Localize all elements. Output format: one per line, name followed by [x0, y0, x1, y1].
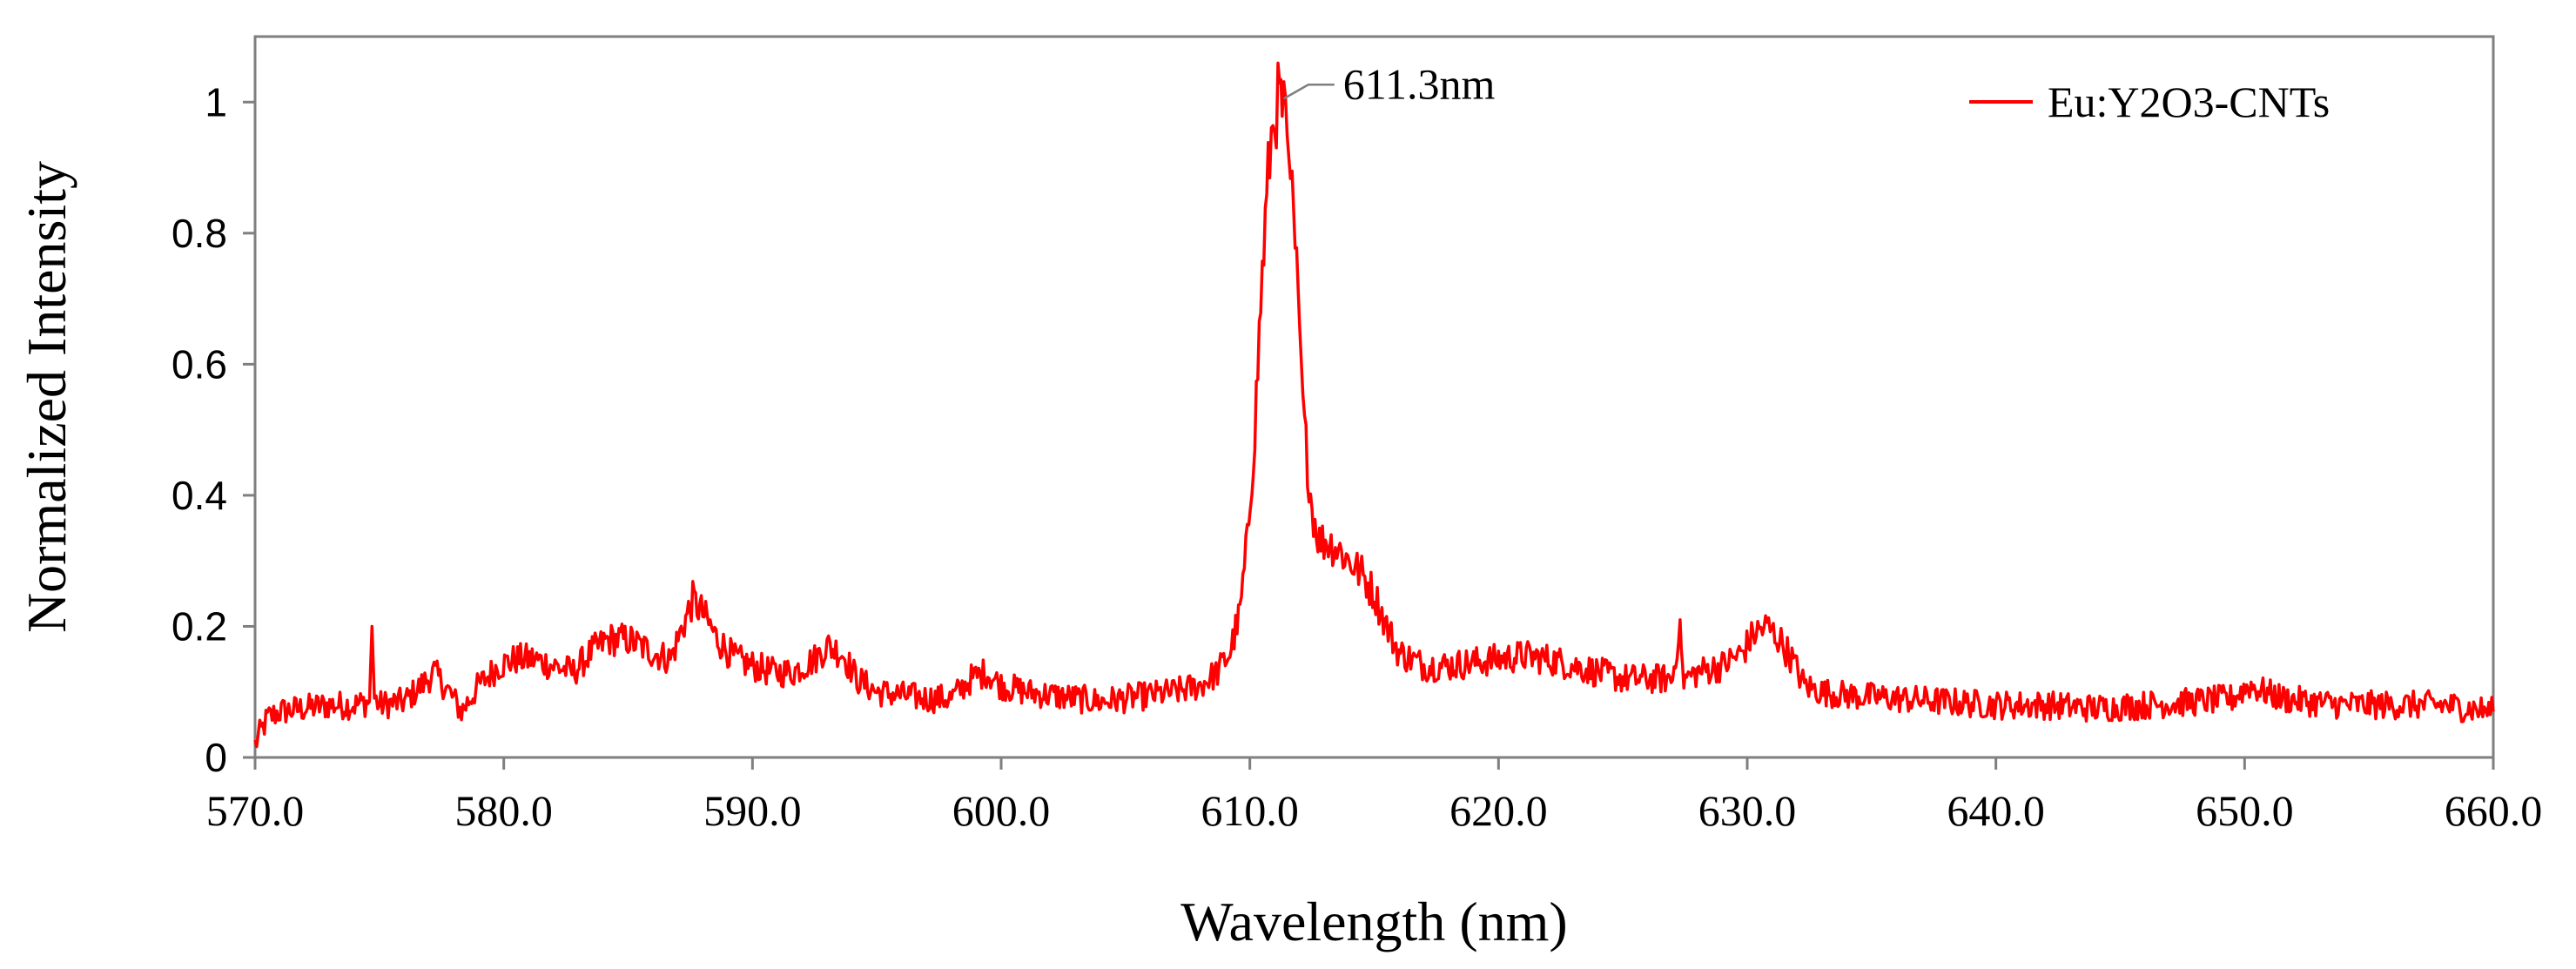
x-tick-label: 650.0 [2196, 786, 2294, 835]
y-axis-title: Normalized Intensity [16, 161, 77, 633]
series-layer [253, 61, 2495, 749]
y-tick-label: 0.8 [172, 211, 227, 256]
legend: Eu:Y2O3-CNTs [1969, 77, 2330, 126]
axes: 0 0.2 0.4 0.6 0.8 1 570.0 580.0 590.0 600.0 610.0 6… [172, 79, 2542, 835]
x-tick-label: 630.0 [1698, 786, 1797, 835]
plot-frame [253, 35, 2495, 759]
x-tick-label: 610.0 [1201, 786, 1299, 835]
annotation-leader-line [1283, 84, 1335, 100]
y-tick-label: 0.2 [172, 603, 227, 649]
x-tick-label: 640.0 [1947, 786, 2045, 835]
x-tick-label: 570.0 [206, 786, 305, 835]
y-tick-label: 0.6 [172, 341, 227, 387]
x-tick-label: 620.0 [1449, 786, 1548, 835]
peak-annotation-label: 611.3nm [1343, 59, 1496, 108]
x-tick-label: 590.0 [703, 786, 802, 835]
annotations-layer: 611.3nm [1283, 59, 1496, 108]
x-axis-title: Wavelength (nm) [1180, 891, 1567, 952]
series-line-eu-y2o3-cnts [253, 61, 2495, 749]
y-tick-label: 0 [205, 735, 227, 780]
plot-area [253, 35, 2495, 759]
x-tick-label: 660.0 [2445, 786, 2543, 835]
x-tick-label: 600.0 [952, 786, 1051, 835]
y-tick-label: 0.4 [172, 473, 227, 518]
x-tick-label: 580.0 [454, 786, 553, 835]
y-tick-label: 1 [205, 79, 227, 124]
legend-label: Eu:Y2O3-CNTs [2048, 77, 2330, 126]
